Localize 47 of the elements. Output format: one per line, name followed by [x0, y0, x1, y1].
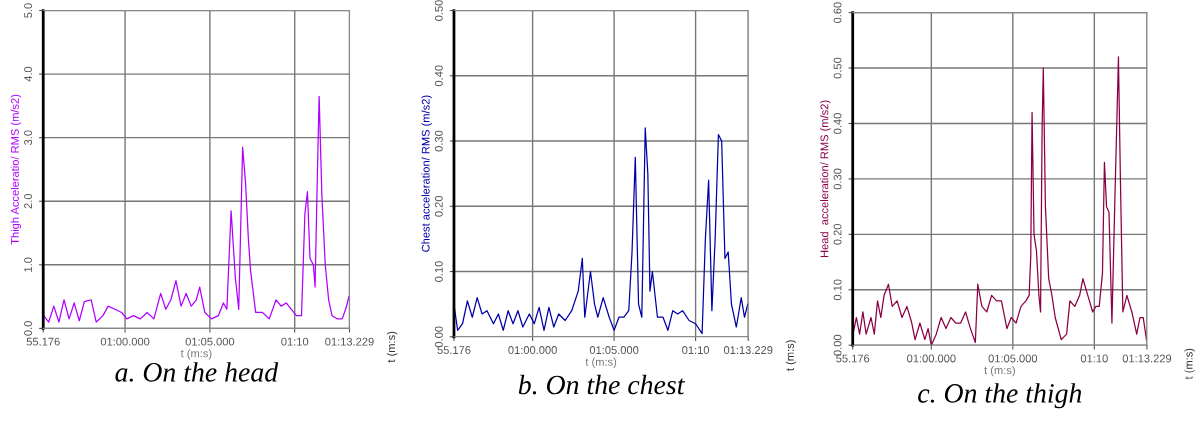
y-tick-label: 0.40	[833, 113, 842, 134]
text: t (m:s)	[1184, 348, 1195, 380]
x-tick-label: 01:10	[1080, 354, 1108, 363]
x-tick-label: 01:13.229	[1122, 354, 1172, 363]
x-tick-label: 01:00.000	[508, 346, 557, 354]
x-tick-label: 01:10	[682, 346, 710, 354]
text: c. On the thigh	[918, 383, 1082, 409]
y-tick-label: 0.10	[833, 279, 842, 301]
y-tick-label: 5.0	[24, 3, 33, 18]
x-tick-label: 01:05.000	[589, 346, 639, 354]
y-tick-label: 0.40	[434, 65, 443, 87]
x-axis-title: t (m:s)	[984, 365, 1015, 377]
x-tick-label: 01:00.000	[907, 354, 956, 363]
text: a. On the head	[115, 362, 279, 382]
x-axis-title: t (m:s)	[180, 349, 212, 360]
x-tick-label: 01:05.000	[988, 354, 1038, 363]
y-axis-title: Thigh Acceleratio/ RMS (m/s2)	[10, 94, 22, 245]
y-tick-label: 0.00	[434, 326, 443, 348]
y-tick-label: 1.0	[24, 257, 33, 272]
y-tick-label: 0.50	[833, 57, 842, 79]
x-tick-label: 01:10	[281, 337, 309, 346]
y-tick-label: 0.60	[833, 2, 842, 24]
y-axis-title: Head acceleration/ RMS (m/s2)	[820, 100, 831, 258]
y-tick-label: 0.50	[434, 0, 443, 21]
line-series	[43, 95, 350, 323]
y-tick-label: 0.20	[833, 223, 842, 245]
y-axis-title: Chest acceleration/ RMS (m/s2)	[421, 95, 432, 252]
y-tick-label: 3.0	[24, 130, 33, 145]
y-tick-label: 4.0	[24, 66, 33, 82]
x-axis-title: t (m:s)	[585, 357, 617, 368]
y-tick-label: 0.30	[833, 168, 842, 190]
y-tick-label: 0.20	[434, 195, 443, 217]
x-tick-label: 55.176	[437, 346, 471, 354]
x-tick-label: 55.176	[836, 354, 870, 363]
x-tick-label: 01:00.000	[100, 337, 150, 346]
y-tick-label: 0.30	[434, 130, 443, 152]
x-tick-label: 01:13.229	[325, 337, 374, 346]
y-tick-label: 0.00	[833, 334, 842, 356]
x-tick-label: 01:05.000	[185, 337, 235, 346]
x-tick-label: 01:13.229	[723, 346, 773, 354]
y-tick-label: 2.0	[24, 193, 33, 209]
text: t (m:s)	[386, 331, 398, 363]
text: b. On the chest	[518, 374, 685, 395]
y-tick-label: 0.10	[434, 261, 443, 282]
y-tick-label: 0.0	[24, 321, 33, 336]
x-tick-label: 55.176	[26, 337, 60, 346]
text: t (m:s)	[785, 340, 797, 371]
